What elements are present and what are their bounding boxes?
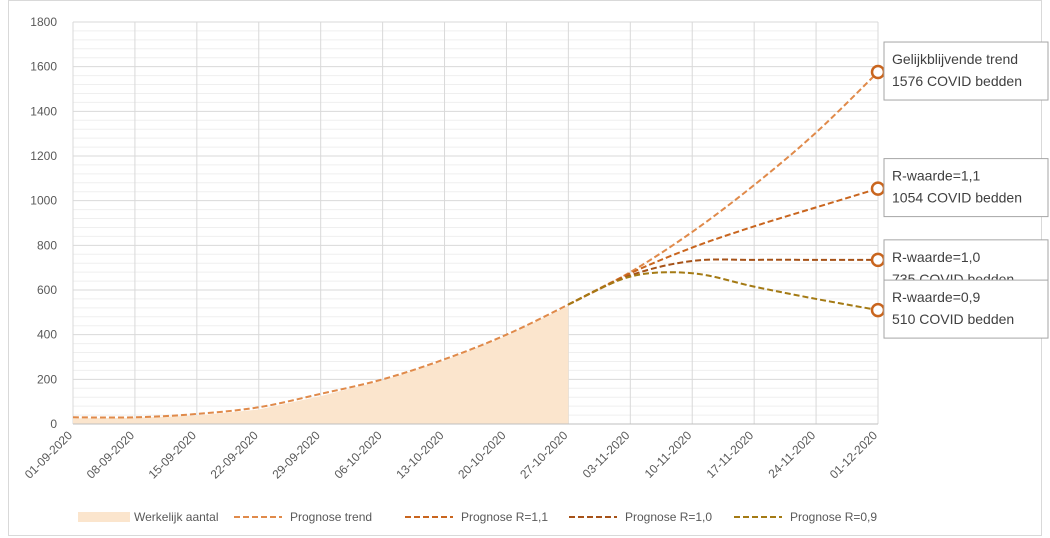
legend-werkelijk-aantal-swatch [78, 512, 130, 522]
legend-prognose-r11-label: Prognose R=1,1 [461, 510, 548, 524]
end-marker [870, 302, 886, 318]
legend-prognose-trend-label: Prognose trend [290, 510, 372, 524]
x-tick-label: 13-10-2020 [393, 428, 447, 482]
y-tick-label: 1000 [30, 194, 57, 208]
end-marker [870, 181, 886, 196]
legend-prognose-r10-label: Prognose R=1,0 [625, 510, 712, 524]
x-tick-label: 15-09-2020 [146, 428, 200, 482]
annotation-box [883, 158, 1049, 218]
line-prognose-r10 [567, 258, 878, 306]
x-tick-label: 29-09-2020 [270, 428, 324, 482]
area-werkelijk-aantal [73, 305, 569, 424]
end-marker [870, 64, 886, 80]
annotation-box [883, 279, 1049, 339]
x-tick-label: 20-10-2020 [455, 428, 509, 482]
x-tick-label: 24-11-2020 [766, 428, 819, 481]
annotation-line1: R-waarde=1,0 [892, 249, 981, 265]
legend-werkelijk-aantal-label: Werkelijk aantal [134, 510, 218, 524]
x-tick-label: 03-11-2020 [580, 428, 633, 481]
y-tick-label: 400 [37, 328, 57, 342]
line-prognose-r09 [567, 271, 879, 312]
legend-prognose-r09-label: Prognose R=0,9 [790, 510, 877, 524]
annotation-line1: R-waarde=1,1 [892, 168, 981, 184]
x-tick-label: 01-09-2020 [22, 428, 76, 482]
y-tick-label: 200 [37, 372, 57, 386]
x-tick-label: 01-12-2020 [827, 428, 881, 482]
annotation-box [883, 41, 1049, 101]
end-marker [870, 252, 886, 268]
annotation-line1: Gelijkblijvende trend [892, 51, 1018, 67]
y-tick-label: 1600 [30, 60, 57, 74]
y-tick-label: 600 [37, 283, 57, 297]
line-prognose-r11 [567, 187, 879, 306]
y-tick-label: 1800 [30, 15, 57, 29]
x-tick-label: 22-09-2020 [208, 428, 262, 482]
x-tick-label: 08-09-2020 [84, 428, 138, 482]
y-tick-label: 800 [37, 238, 57, 252]
y-tick-label: 0 [50, 417, 57, 431]
y-tick-label: 1200 [30, 149, 57, 163]
x-tick-label: 27-10-2020 [517, 428, 571, 482]
x-tick-label: 17-11-2020 [704, 428, 757, 481]
annotation-line2: 1576 COVID bedden [892, 73, 1022, 89]
annotation-line2: 1054 COVID bedden [892, 190, 1022, 206]
annotation-line2: 510 COVID bedden [892, 311, 1014, 327]
x-tick-label: 10-11-2020 [642, 428, 695, 481]
x-tick-label: 06-10-2020 [331, 428, 385, 482]
line-prognose-trend [72, 71, 879, 419]
annotation-line1: R-waarde=0,9 [892, 289, 981, 305]
y-tick-label: 1400 [30, 104, 57, 118]
